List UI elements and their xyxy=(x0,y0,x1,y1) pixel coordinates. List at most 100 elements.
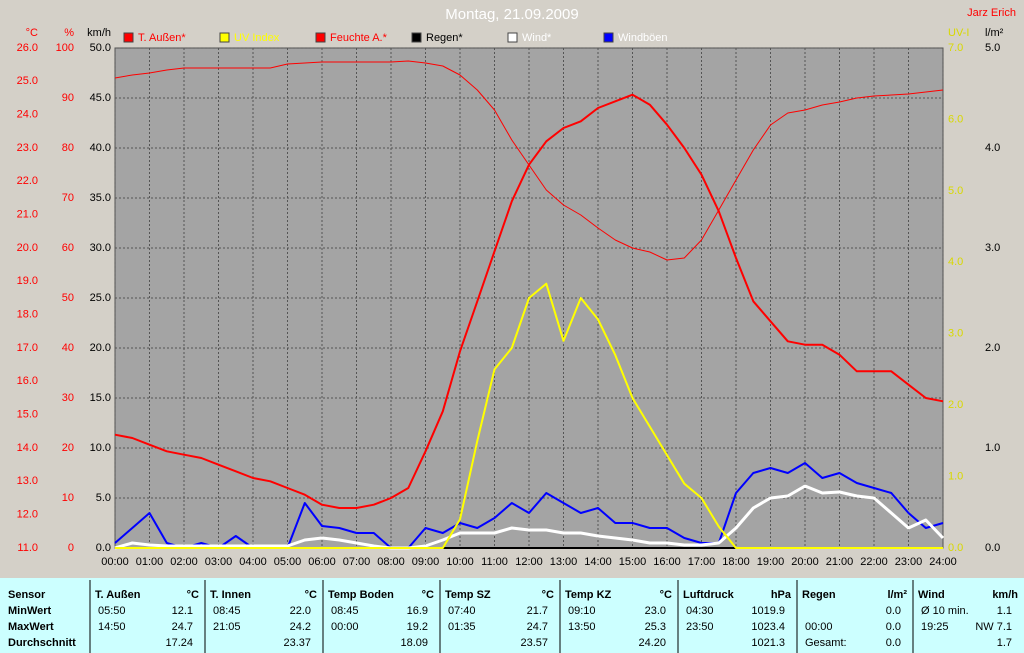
column-title: Temp Boden xyxy=(328,589,394,601)
y-tick-label: 12.0 xyxy=(17,509,38,521)
cell-time: 05:50 xyxy=(98,605,126,617)
cell-time: 08:45 xyxy=(331,605,359,617)
y-tick-label: 20.0 xyxy=(90,342,111,354)
y-tick-label: 10.0 xyxy=(90,442,111,454)
legend-label: Feuchte A.* xyxy=(330,32,388,44)
y-tick-label: 6.0 xyxy=(948,113,963,125)
cell-value: 24.2 xyxy=(290,621,311,633)
y-tick-label: 17.0 xyxy=(17,342,38,354)
column-title: T. Außen xyxy=(95,589,141,601)
cell-value: 1023.4 xyxy=(751,621,785,633)
x-tick-label: 02:00 xyxy=(170,556,198,568)
x-tick-label: 06:00 xyxy=(308,556,336,568)
cell-value: 0.0 xyxy=(886,637,901,649)
x-tick-label: 19:00 xyxy=(757,556,785,568)
cell-value: 1021.3 xyxy=(751,637,785,649)
x-tick-label: 05:00 xyxy=(274,556,302,568)
cell-time: 21:05 xyxy=(213,621,241,633)
y-tick-label: 21.0 xyxy=(17,209,38,221)
x-tick-label: 07:00 xyxy=(343,556,371,568)
y-tick-label: 50.0 xyxy=(90,42,111,54)
column-unit: °C xyxy=(305,589,317,601)
cell-time: 00:00 xyxy=(805,621,833,633)
y-tick-label: 1.0 xyxy=(948,470,963,482)
cell-value: 1.7 xyxy=(997,637,1012,649)
x-tick-label: 15:00 xyxy=(619,556,647,568)
axis-label: km/h xyxy=(87,27,111,39)
cell-value: 21.7 xyxy=(527,605,548,617)
column-unit: km/h xyxy=(992,589,1018,601)
y-tick-label: 0.0 xyxy=(985,542,1000,554)
column-unit: °C xyxy=(422,589,434,601)
row-header: Sensor xyxy=(8,589,46,601)
legend-label: Wind* xyxy=(522,32,552,44)
cell-value: 24.7 xyxy=(172,621,193,633)
cell-value: NW 7.1 xyxy=(975,621,1012,633)
legend-label: T. Außen* xyxy=(138,32,186,44)
x-tick-label: 09:00 xyxy=(412,556,440,568)
y-tick-label: 2.0 xyxy=(948,399,963,411)
y-tick-label: 0.0 xyxy=(948,542,963,554)
cell-time: 04:30 xyxy=(686,605,714,617)
cell-value: 1019.9 xyxy=(751,605,785,617)
cell-value: 17.24 xyxy=(165,637,193,649)
y-tick-label: 0.0 xyxy=(96,542,111,554)
cell-time: 19:25 xyxy=(921,621,949,633)
column-unit: °C xyxy=(660,589,672,601)
y-tick-label: 22.0 xyxy=(17,175,38,187)
cell-time: 14:50 xyxy=(98,621,126,633)
y-tick-label: 0 xyxy=(68,542,74,554)
y-tick-label: 19.0 xyxy=(17,275,38,287)
column-unit: hPa xyxy=(771,589,792,601)
cell-time: 13:50 xyxy=(568,621,596,633)
y-tick-label: 40.0 xyxy=(90,142,111,154)
cell-value: 25.3 xyxy=(645,621,666,633)
x-tick-label: 16:00 xyxy=(653,556,681,568)
x-tick-label: 21:00 xyxy=(826,556,854,568)
row-label: MaxWert xyxy=(8,621,54,633)
cell-value: 0.0 xyxy=(886,605,901,617)
y-tick-label: 5.0 xyxy=(96,492,111,504)
y-tick-label: 1.0 xyxy=(985,442,1000,454)
x-tick-label: 20:00 xyxy=(791,556,819,568)
axis-label: % xyxy=(64,27,74,39)
y-tick-label: 4.0 xyxy=(985,142,1000,154)
y-tick-label: 7.0 xyxy=(948,42,963,54)
y-tick-label: 20 xyxy=(62,442,74,454)
legend-swatch xyxy=(603,32,614,43)
row-label: MinWert xyxy=(8,605,52,617)
cell-value: 16.9 xyxy=(407,605,428,617)
legend-label: Windböen xyxy=(618,32,668,44)
x-tick-label: 17:00 xyxy=(688,556,716,568)
series-line xyxy=(115,282,943,549)
legend-swatch xyxy=(315,32,326,43)
y-tick-label: 70 xyxy=(62,192,74,204)
y-tick-label: 60 xyxy=(62,242,74,254)
cell-value: 23.0 xyxy=(645,605,666,617)
plot-layer: 00:00 01:00 02:00 03:00 04:00 05:00 06:00 07:00… xyxy=(17,27,1004,568)
y-tick-label: 23.0 xyxy=(17,142,38,154)
column-title: Temp KZ xyxy=(565,589,612,601)
legend-swatch xyxy=(123,32,134,43)
x-tick-label: 10:00 xyxy=(446,556,474,568)
x-tick-label: 01:00 xyxy=(136,556,164,568)
x-tick-label: 08:00 xyxy=(377,556,405,568)
cell-time: 09:10 xyxy=(568,605,596,617)
cell-value: 1.1 xyxy=(997,605,1012,617)
axis-label: UV-I xyxy=(948,27,969,39)
column-title: Temp SZ xyxy=(445,589,491,601)
series-line xyxy=(114,93,944,509)
y-tick-label: 13.0 xyxy=(17,475,38,487)
x-tick-label: 24:00 xyxy=(929,556,957,568)
y-tick-label: 5.0 xyxy=(948,185,963,197)
cell-value: 24.20 xyxy=(638,637,666,649)
row-label: Durchschnitt xyxy=(8,637,76,649)
y-tick-label: 10 xyxy=(62,492,74,504)
series-line xyxy=(114,484,945,550)
x-tick-label: 22:00 xyxy=(860,556,888,568)
column-title: Luftdruck xyxy=(683,589,735,601)
y-tick-label: 3.0 xyxy=(985,242,1000,254)
legend-swatch xyxy=(219,32,230,43)
axis-label: l/m² xyxy=(985,27,1004,39)
